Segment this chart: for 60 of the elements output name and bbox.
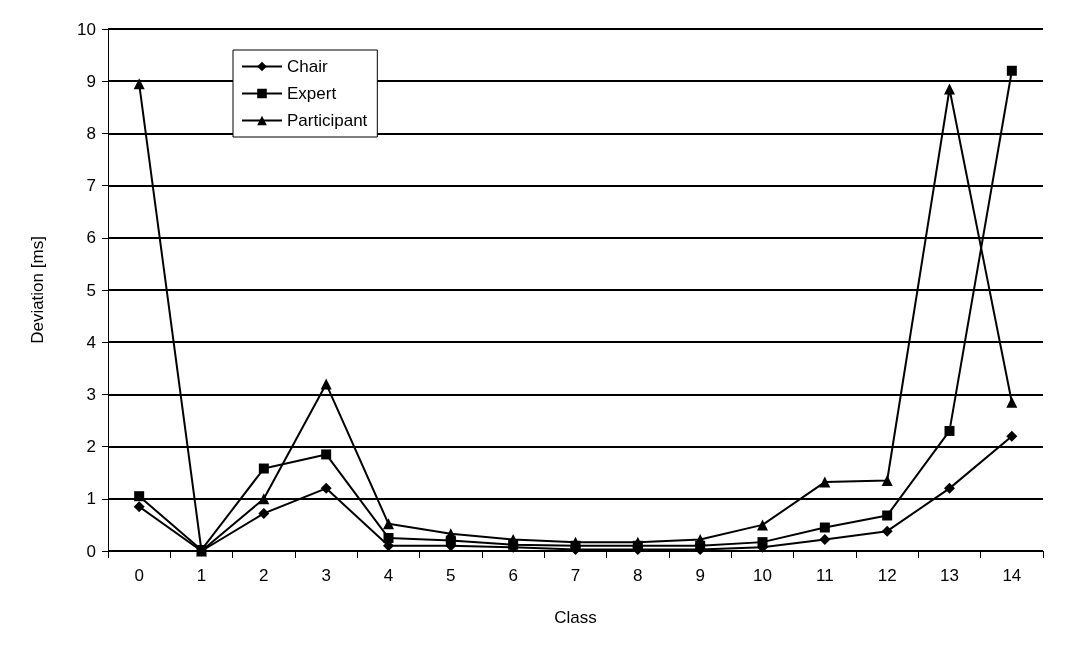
- point: [694, 534, 706, 546]
- legend-label: Chair: [287, 57, 328, 76]
- y-tick-label: 7: [86, 176, 96, 196]
- y-tick-label: 4: [86, 332, 96, 352]
- point: [133, 501, 145, 513]
- x-tick-label: 13: [940, 566, 959, 585]
- point: [881, 525, 893, 537]
- y-tick-label: 9: [86, 71, 96, 91]
- point: [383, 518, 394, 530]
- x-axis-title: Class: [554, 608, 597, 627]
- legend-label: Participant: [287, 111, 368, 130]
- point: [632, 536, 644, 548]
- point: [258, 493, 270, 505]
- point: [1006, 65, 1017, 76]
- legend-label: Expert: [287, 84, 337, 103]
- x-tick-label: 5: [446, 566, 456, 585]
- point: [1006, 396, 1018, 408]
- x-tick-label: 10: [753, 566, 772, 585]
- point: [321, 449, 332, 460]
- point: [320, 378, 332, 390]
- point: [134, 491, 145, 502]
- x-tick-label: 2: [259, 566, 269, 585]
- point: [1006, 430, 1018, 442]
- x-tick-label: 8: [633, 566, 643, 585]
- x-tick-label: 6: [508, 566, 518, 585]
- x-tick-label: 14: [1002, 566, 1022, 585]
- y-tick-label: 0: [86, 541, 96, 561]
- point: [881, 475, 893, 487]
- x-tick-label: 12: [877, 566, 897, 585]
- y-tick-label: 2: [86, 437, 96, 457]
- point: [445, 528, 457, 540]
- x-tick-label: 4: [383, 566, 394, 585]
- x-tick-label: 0: [134, 566, 144, 585]
- x-tick-label: 11: [816, 566, 834, 585]
- point: [944, 482, 955, 494]
- y-tick-label: 8: [86, 123, 96, 143]
- y-tick-label: 1: [86, 489, 96, 509]
- y-tick-label: 10: [77, 19, 96, 39]
- y-tick-label: 3: [86, 384, 96, 404]
- point: [133, 78, 145, 90]
- point: [570, 536, 581, 548]
- point: [757, 537, 768, 548]
- point: [258, 507, 270, 519]
- x-tick-label: 3: [321, 566, 331, 585]
- point: [819, 534, 831, 546]
- y-tick-label: 6: [86, 228, 96, 248]
- point: [944, 83, 955, 95]
- point: [819, 522, 830, 533]
- x-tick-label: 1: [196, 566, 207, 585]
- point: [819, 476, 831, 488]
- point: [882, 510, 893, 521]
- x-tick-label: 7: [570, 566, 581, 585]
- point: [383, 532, 394, 543]
- x-tick-label: 9: [695, 566, 705, 585]
- point: [757, 519, 768, 531]
- point: [320, 482, 332, 494]
- point: [258, 463, 269, 474]
- y-tick-label: 5: [86, 280, 96, 300]
- point: [944, 425, 955, 436]
- y-axis-title: Deviation [ms]: [28, 236, 47, 344]
